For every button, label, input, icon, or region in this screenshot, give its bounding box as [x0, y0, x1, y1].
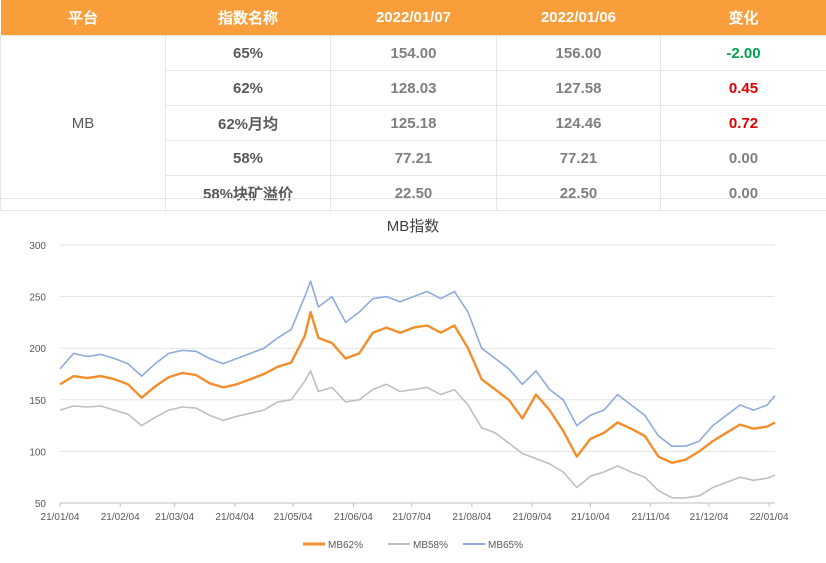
x-tick-label: 21/03/04 [155, 512, 194, 523]
header-index-name: 指数名称 [166, 0, 331, 36]
value-cell-date-2: 156.00 [497, 36, 661, 71]
index-name-cell: 65% [166, 36, 331, 71]
x-tick-label: 21/07/04 [392, 512, 431, 523]
value-cell-date-2: 77.21 [497, 141, 661, 176]
header-platform: 平台 [1, 0, 166, 36]
value-cell-date-1: 154.00 [331, 36, 497, 71]
grid-lines [60, 245, 775, 451]
y-tick-label: 50 [35, 499, 47, 510]
platform-cell: MB [1, 36, 166, 211]
x-tick-label: 21/10/04 [571, 512, 610, 523]
y-tick-label: 200 [29, 344, 46, 355]
chart-title: MB指数 [387, 218, 440, 235]
index-name-cell: 62%月均 [166, 106, 331, 141]
x-tick-label: 21/12/04 [689, 512, 728, 523]
price-table: 平台 指数名称 2022/01/07 2022/01/06 变化 MB 65% … [0, 0, 826, 211]
x-tick-label: 21/04/04 [215, 512, 254, 523]
series-line-mb58-pct [60, 371, 775, 498]
value-cell-date-2: 127.58 [497, 71, 661, 106]
series-lines [60, 281, 775, 498]
x-tick-label: 21/06/04 [334, 512, 373, 523]
value-cell-date-2: 124.46 [497, 106, 661, 141]
chart-container: MB指数 50 100 150 200 250 300 21/01/04 21/02/04 21… [0, 198, 826, 563]
legend-label: MB58% [413, 540, 448, 551]
index-name-cell: 58% [166, 141, 331, 176]
x-tick-label: 21/02/04 [101, 512, 140, 523]
header-date-2: 2022/01/06 [497, 0, 661, 36]
x-tick-label: 21/08/04 [452, 512, 491, 523]
axis: 50 100 150 200 250 300 21/01/04 21/02/04 21/03/0… [29, 241, 789, 523]
line-chart: MB指数 50 100 150 200 250 300 21/01/04 21/02/04 21… [0, 199, 826, 563]
change-cell: 0.00 [661, 141, 826, 176]
series-line-mb65-pct [60, 281, 775, 446]
y-tick-label: 100 [29, 447, 46, 458]
x-tick-label: 22/01/04 [750, 512, 789, 523]
value-cell-date-1: 128.03 [331, 71, 497, 106]
legend-label: MB62% [328, 540, 363, 551]
header-change: 变化 [661, 0, 826, 36]
x-tick-label: 21/01/04 [41, 512, 80, 523]
value-cell-date-1: 125.18 [331, 106, 497, 141]
table-header-row: 平台 指数名称 2022/01/07 2022/01/06 变化 [1, 0, 826, 36]
y-tick-label: 250 [29, 293, 46, 304]
y-tick-label: 300 [29, 241, 46, 252]
x-tick-label: 21/11/04 [632, 512, 671, 523]
y-tick-label: 150 [29, 396, 46, 407]
legend-label: MB65% [488, 540, 523, 551]
index-name-cell: 62% [166, 71, 331, 106]
series-line-mb62-pct [60, 312, 775, 463]
legend: MB62% MB58% MB65% [303, 540, 523, 551]
change-cell: -2.00 [661, 36, 826, 71]
table-row: MB 65% 154.00 156.00 -2.00 [1, 36, 826, 71]
x-tick-label: 21/09/04 [513, 512, 552, 523]
header-date-1: 2022/01/07 [331, 0, 497, 36]
value-cell-date-1: 77.21 [331, 141, 497, 176]
x-tick-label: 21/05/04 [274, 512, 313, 523]
change-cell: 0.72 [661, 106, 826, 141]
change-cell: 0.45 [661, 71, 826, 106]
